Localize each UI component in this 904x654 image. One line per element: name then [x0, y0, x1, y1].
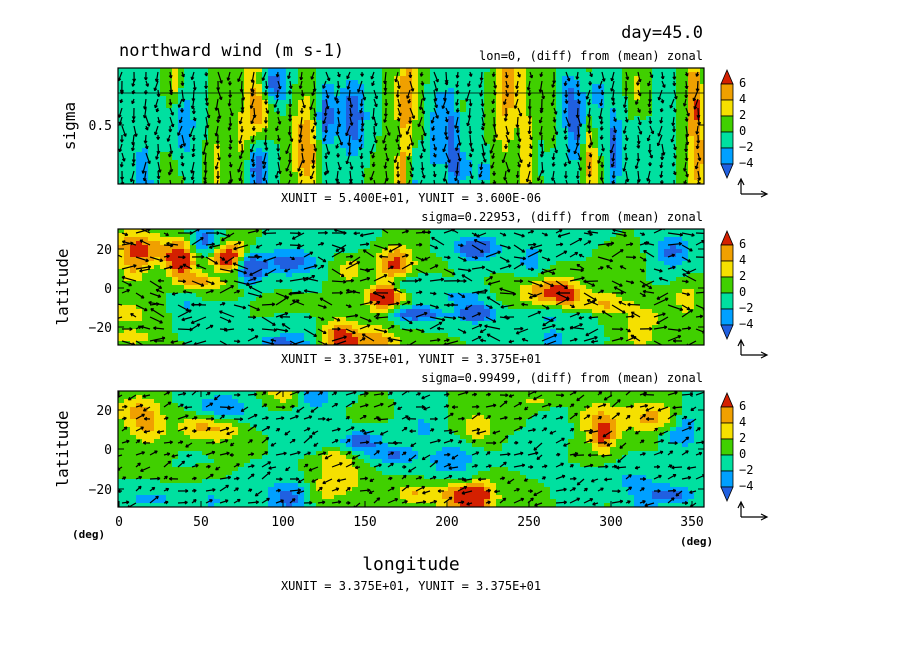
panel-3-ytick-0: 0	[104, 443, 112, 458]
panel-3-heatmap	[118, 391, 704, 507]
colorbar-label: 4	[739, 415, 746, 429]
panel-1-ylabel: sigma	[60, 102, 79, 150]
xunit-left: (deg)	[72, 528, 105, 541]
xunit-right: (deg)	[680, 535, 713, 548]
xtick-300: 300	[599, 515, 622, 530]
colorbar-1: 6 4 2 0 −2 −4	[720, 68, 769, 198]
xtick-200: 200	[435, 515, 458, 530]
panel-3-ytick-20: 20	[96, 404, 112, 419]
xtick-150: 150	[353, 515, 376, 530]
panel-2-units-note: XUNIT = 3.375E+01, YUNIT = 3.375E+01	[281, 352, 541, 366]
panel-1-subtitle: lon=0, (diff) from (mean) zonal	[479, 49, 703, 63]
panel-2-vectors	[118, 229, 704, 345]
panel-2-ytick-0: 0	[104, 282, 112, 297]
colorbar-label: 4	[739, 253, 746, 267]
colorbar-label: −4	[739, 317, 753, 331]
colorbar-label: −4	[739, 479, 753, 493]
colorbar-3: 6 4 2 0 −2 −4	[720, 391, 769, 521]
xtick-0: 0	[115, 515, 123, 530]
panel-2-frame	[117, 228, 705, 346]
xtick-50: 50	[193, 515, 209, 530]
colorbar-label: 6	[739, 237, 746, 251]
panel-3-ytick-m20: −20	[89, 483, 112, 498]
panel-3: sigma=0.99499, (diff) from (mean) zonal …	[53, 371, 713, 593]
colorbar-label: 6	[739, 76, 746, 90]
colorbar-label: −2	[739, 463, 753, 477]
panel-1: lon=0, (diff) from (mean) zonal 0.5 sigm…	[60, 49, 705, 205]
colorbar-label: −2	[739, 140, 753, 154]
colorbar-label: 0	[739, 285, 746, 299]
colorbar-label: 2	[739, 108, 746, 122]
colorbar-label: 6	[739, 399, 746, 413]
panel-3-vectors	[118, 391, 704, 507]
colorbar-label: 4	[739, 92, 746, 106]
panel-3-units-note: XUNIT = 3.375E+01, YUNIT = 3.375E+01	[281, 579, 541, 593]
panel-1-vectors	[118, 71, 702, 184]
colorbar-label: −2	[739, 301, 753, 315]
panel-1-ytick: 0.5	[89, 119, 112, 134]
xtick-250: 250	[517, 515, 540, 530]
colorbar-label: 2	[739, 431, 746, 445]
panel-2-ytick-20: 20	[96, 243, 112, 258]
panel-1-frame	[117, 67, 705, 185]
panel-2: sigma=0.22953, (diff) from (mean) zonal …	[53, 210, 705, 366]
panel-1-units-note: XUNIT = 5.400E+01, YUNIT = 3.600E-06	[281, 191, 541, 205]
colorbar-2: 6 4 2 0 −2 −4	[720, 229, 769, 359]
colorbar-label: 0	[739, 124, 746, 138]
colorbar-label: 2	[739, 269, 746, 283]
xtick-350: 350	[680, 515, 703, 530]
panel-1-heatmap	[118, 68, 704, 184]
xtick-100: 100	[271, 515, 294, 530]
panel-2-ytick-m20: −20	[89, 321, 112, 336]
colorbar-label: 0	[739, 447, 746, 461]
day-label: day=45.0	[621, 23, 703, 43]
panel-2-ylabel: latitude	[53, 248, 72, 325]
panel-3-subtitle: sigma=0.99499, (diff) from (mean) zonal	[421, 371, 703, 385]
colorbar-label: −4	[739, 156, 753, 170]
panel-3-ylabel: latitude	[53, 410, 72, 487]
panel-2-subtitle: sigma=0.22953, (diff) from (mean) zonal	[421, 210, 703, 224]
colorbars: 6 4 2 0 −2 −4 6 4 2 0 −2 −4 6 4 2 0 −2 −4	[720, 68, 769, 521]
xaxis-label: longitude	[362, 554, 460, 575]
figure-title: northward wind (m s-1)	[119, 41, 344, 61]
panel-2-heatmap	[118, 229, 704, 345]
